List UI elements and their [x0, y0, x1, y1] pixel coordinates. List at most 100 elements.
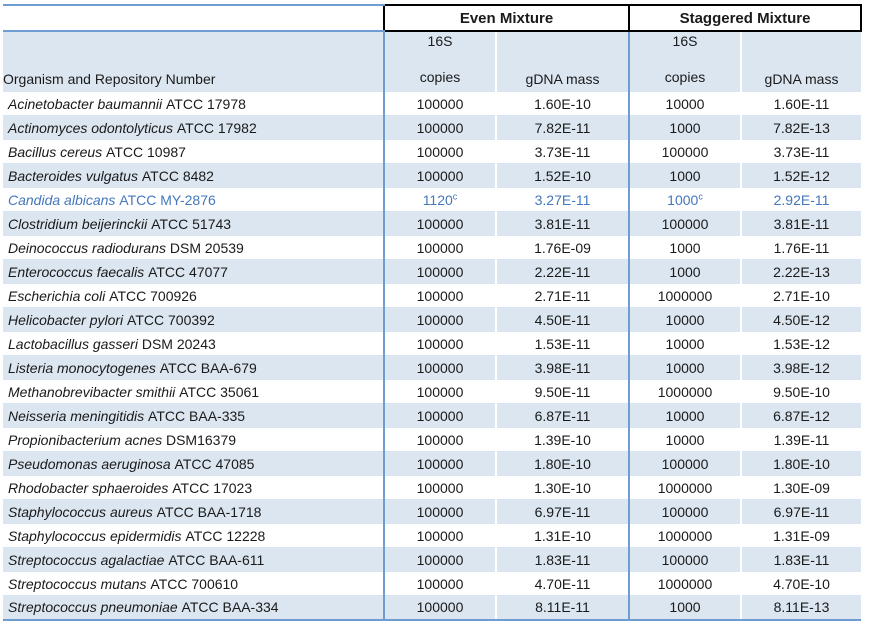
- staggered-16s-copies-cell: 10000: [628, 331, 742, 356]
- staggered-16s-copies-cell: 1000c: [628, 187, 742, 212]
- staggered-gdna-mass-cell: 2.71E-10: [741, 283, 861, 308]
- organism-cell: Propionibacterium acnes DSM16379: [3, 427, 384, 452]
- even-gdna-mass-cell: 6.97E-11: [496, 499, 629, 524]
- even-16s-copies-cell: 100000: [383, 235, 497, 260]
- even-gdna-mass-cell: 3.73E-11: [496, 139, 629, 164]
- species-name: Pseudomonas aeruginosa: [8, 455, 171, 472]
- species-name: Bacteroides vulgatus: [8, 167, 138, 184]
- even-gdna-mass-cell: 3.81E-11: [496, 211, 629, 236]
- repository-number: ATCC 700610: [146, 575, 239, 592]
- staggered-16s-copies-cell: 1000: [628, 163, 742, 188]
- staggered-16s-copies-cell: 1000000: [628, 571, 742, 596]
- even-16s-copies-cell: 100000: [383, 259, 497, 284]
- organism-column-header: Organism and Repository Number: [3, 71, 216, 87]
- even-16s-copies-cell: 100000: [383, 379, 497, 404]
- organism-cell: Staphylococcus aureus ATCC BAA-1718: [3, 499, 384, 524]
- even-gdna-mass-cell: 1.53E-11: [496, 331, 629, 356]
- even-gdna-mass-cell: 1.80E-10: [496, 451, 629, 476]
- staggered-gdna-mass-cell: 3.81E-11: [741, 211, 861, 236]
- staggered-gdna-mass-cell: 1.76E-11: [741, 235, 861, 260]
- organism-cell: Lactobacillus gasseri DSM 20243: [3, 331, 384, 356]
- even-gdna-mass-cell: 1.52E-10: [496, 163, 629, 188]
- staggered-gdna-mass-cell: 1.39E-11: [741, 427, 861, 452]
- staggered-gdna-mass-cell: 8.11E-13: [741, 595, 861, 621]
- species-name: Bacillus cereus: [8, 143, 103, 160]
- even-gdna-mass-cell: 1.30E-10: [496, 475, 629, 500]
- table-row: Streptococcus pneumoniae ATCC BAA-334 100…: [3, 595, 861, 621]
- repository-number: ATCC BAA-334: [177, 599, 279, 616]
- staggered-gdna-mass-cell: 1.83E-11: [741, 547, 861, 572]
- table-row: Streptococcus agalactiae ATCC BAA-611 100…: [3, 547, 861, 572]
- repository-number: ATCC BAA-335: [144, 407, 246, 424]
- table-body: Acinetobacter baumannii ATCC 17978 100000…: [3, 91, 861, 621]
- even-16s-copies-cell: 100000: [383, 355, 497, 380]
- even-gdna-mass-cell: 4.70E-11: [496, 571, 629, 596]
- table-row: Methanobrevibacter smithii ATCC 35061 100…: [3, 379, 861, 404]
- repository-number: ATCC 12228: [181, 527, 266, 544]
- repository-number: ATCC 35061: [175, 383, 260, 400]
- organism-cell: Candida albicans ATCC MY-2876: [3, 187, 384, 212]
- even-16s-copies-cell: 100000: [383, 283, 497, 308]
- even-16s-copies-header: 16S copies: [383, 31, 497, 92]
- organism-cell: Staphylococcus epidermidis ATCC 12228: [3, 523, 384, 548]
- organism-cell: Escherichia coli ATCC 700926: [3, 283, 384, 308]
- species-name: Lactobacillus gasseri: [8, 335, 138, 352]
- species-name: Propionibacterium acnes: [8, 431, 163, 448]
- staggered-16s-copies-cell: 1000: [628, 259, 742, 284]
- organism-cell: Acinetobacter baumannii ATCC 17978: [3, 91, 384, 116]
- organism-cell: Bacteroides vulgatus ATCC 8482: [3, 163, 384, 188]
- staggered-gdna-mass-cell: 3.98E-12: [741, 355, 861, 380]
- species-name: Staphylococcus epidermidis: [8, 527, 182, 544]
- staggered-16s-label: 16S: [672, 33, 698, 49]
- staggered-gdna-mass-cell: 1.30E-09: [741, 475, 861, 500]
- repository-number: ATCC 700392: [123, 311, 215, 328]
- species-name: Acinetobacter baumannii: [8, 95, 163, 112]
- staggered-gdna-mass-cell: 7.82E-13: [741, 115, 861, 140]
- table-row: Bacteroides vulgatus ATCC 8482 100000 1.52…: [3, 163, 861, 188]
- group-header-row: Even Mixture Staggered Mixture: [3, 4, 862, 32]
- even-16s-copies-cell: 1120c: [383, 187, 497, 212]
- staggered-16s-copies-cell: 10000: [628, 91, 742, 116]
- table-row: Acinetobacter baumannii ATCC 17978 100000…: [3, 91, 861, 116]
- table-row: Deinococcus radiodurans DSM 20539 100000 1…: [3, 235, 861, 260]
- even-gdna-mass-cell: 3.98E-11: [496, 355, 629, 380]
- repository-number: ATCC 17982: [172, 119, 257, 136]
- species-name: Listeria monocytogenes: [8, 359, 156, 376]
- even-mixture-group-header: Even Mixture: [383, 4, 630, 32]
- even-gdna-mass-cell: 1.31E-10: [496, 523, 629, 548]
- repository-number: ATCC 700926: [105, 287, 197, 304]
- staggered-gdna-mass-cell: 1.60E-11: [741, 91, 861, 116]
- repository-number: ATCC 8482: [137, 167, 214, 184]
- staggered-gdna-mass-cell: 6.97E-11: [741, 499, 861, 524]
- table-row: Actinomyces odontolyticus ATCC 17982 1000…: [3, 115, 861, 140]
- table-row: Escherichia coli ATCC 700926 100000 2.71E-…: [3, 283, 861, 308]
- even-16s-copies-cell: 100000: [383, 307, 497, 332]
- even-gdna-mass-header: gDNA mass: [525, 71, 600, 87]
- table-row: Streptococcus mutans ATCC 700610 100000 4.…: [3, 571, 861, 596]
- even-16s-copies-cell: 100000: [383, 211, 497, 236]
- even-gdna-mass-cell: 1.76E-09: [496, 235, 629, 260]
- staggered-16s-copies-cell: 100000: [628, 139, 742, 164]
- staggered-16s-copies-cell: 100000: [628, 211, 742, 236]
- column-header-row: Organism and Repository Number 16S copie…: [3, 31, 861, 92]
- even-16s-copies-cell: 100000: [383, 91, 497, 116]
- even-16s-copies-cell: 100000: [383, 163, 497, 188]
- even-gdna-mass-cell: 8.11E-11: [496, 595, 629, 621]
- repository-number: ATCC 51743: [147, 215, 232, 232]
- species-name: Enterococcus faecalis: [8, 263, 145, 280]
- repository-number: ATCC MY-2876: [115, 191, 216, 208]
- species-name: Methanobrevibacter smithii: [8, 383, 176, 400]
- staggered-16s-copies-cell: 10000: [628, 403, 742, 428]
- even-gdna-mass-cell: 2.22E-11: [496, 259, 629, 284]
- organism-cell: Streptococcus mutans ATCC 700610: [3, 571, 384, 596]
- organism-cell: Streptococcus agalactiae ATCC BAA-611: [3, 547, 384, 572]
- species-name: Streptococcus mutans: [8, 575, 147, 592]
- even-gdna-mass-cell: 2.71E-11: [496, 283, 629, 308]
- even-16s-copies-cell: 100000: [383, 403, 497, 428]
- staggered-gdna-mass-cell: 1.53E-12: [741, 331, 861, 356]
- even-16s-copies-cell: 100000: [383, 331, 497, 356]
- even-gdna-mass-cell: 1.83E-11: [496, 547, 629, 572]
- repository-number: DSM16379: [162, 431, 237, 448]
- repository-number: DSM 20243: [137, 335, 216, 352]
